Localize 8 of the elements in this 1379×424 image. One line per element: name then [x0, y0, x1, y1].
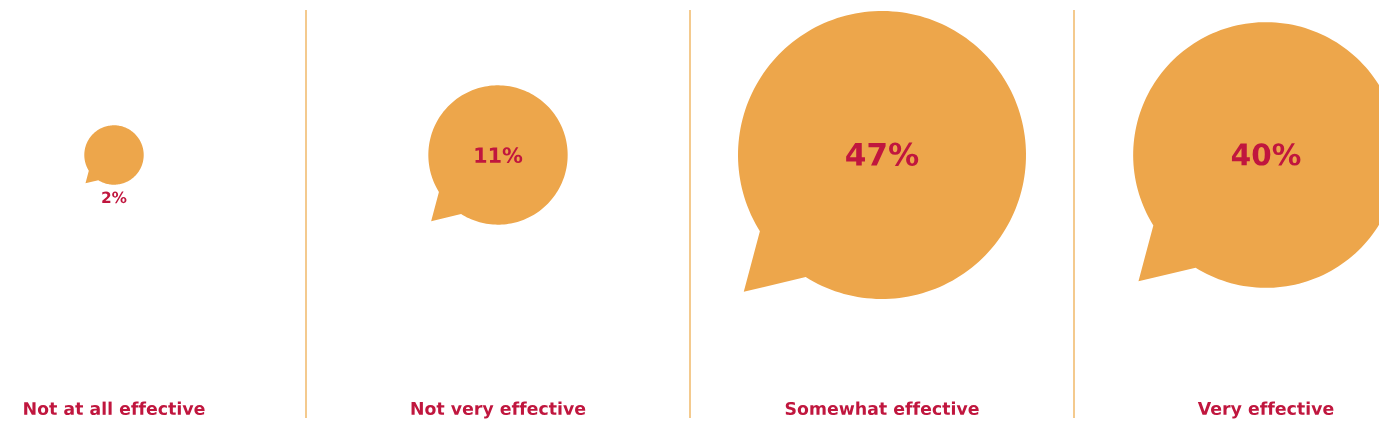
category-label: Not at all effective: [24, 401, 205, 416]
data-label: 2%: [102, 191, 127, 204]
data-label: 47%: [846, 142, 919, 167]
category-label: Somewhat effective: [785, 401, 979, 416]
data-label: 11%: [475, 147, 523, 164]
category-label: Not very effective: [411, 401, 586, 419]
data-label: 40%: [1231, 143, 1301, 166]
category-label: Very effective: [1197, 401, 1334, 419]
